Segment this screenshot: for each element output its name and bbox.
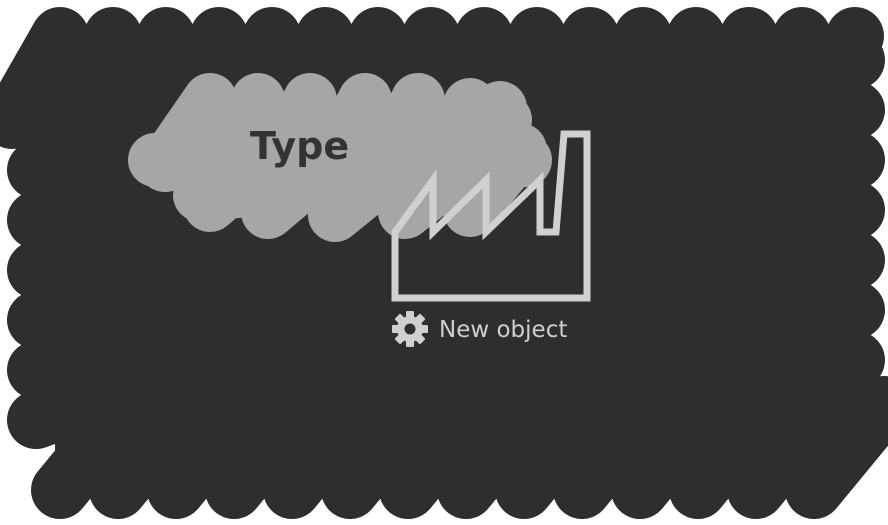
factory-icon [391, 130, 591, 302]
type-scribble-highlight [128, 73, 552, 242]
grey-scribble-stroke [173, 133, 552, 222]
gear-icon [392, 311, 428, 347]
grey-scribble-stroke [128, 93, 532, 187]
type-label: Type [250, 124, 349, 168]
dark-scribble-background [0, 7, 888, 519]
dark-scribble-stroke [785, 376, 888, 519]
object-label: New object [439, 317, 567, 343]
